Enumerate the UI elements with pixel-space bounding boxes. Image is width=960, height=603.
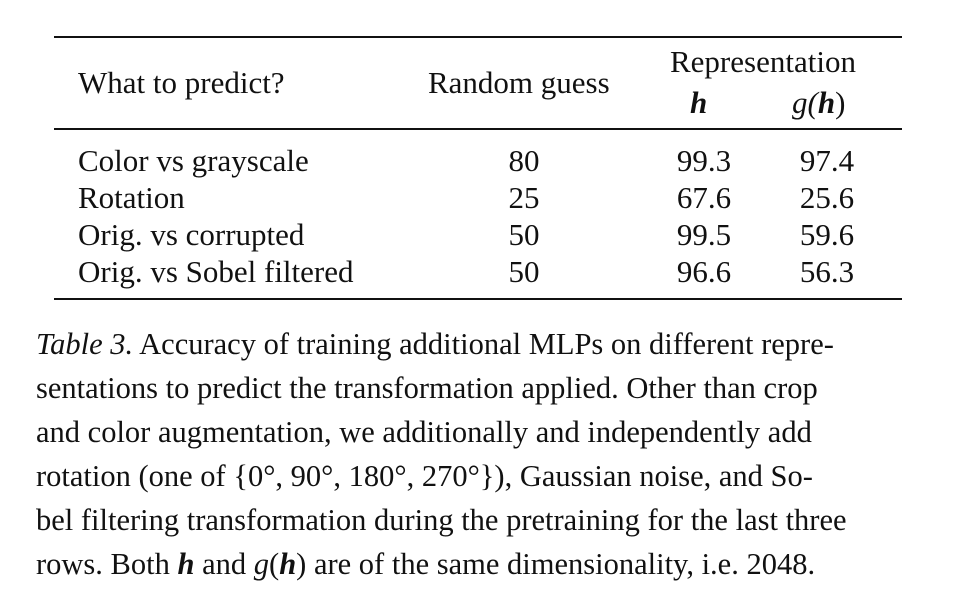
header-g-prefix: g( <box>792 85 818 120</box>
header-g-of-h: g(h) <box>792 86 845 120</box>
caption-text-6a: rows. Both <box>36 547 178 581</box>
table-row: Color vs grayscale 80 99.3 97.4 <box>54 144 902 182</box>
table-row: Rotation 25 67.6 25.6 <box>54 181 902 219</box>
table-row: Orig. vs Sobel filtered 50 96.6 56.3 <box>54 255 902 293</box>
header-g-h: h <box>817 85 836 120</box>
table-mid-rule <box>54 128 902 130</box>
caption-line-1: Table 3. Accuracy of training additional… <box>36 322 924 366</box>
caption-h2: h <box>279 547 297 581</box>
header-random-guess: Random guess <box>428 65 610 100</box>
row-gh: 25.6 <box>799 180 855 215</box>
caption-paren-close: ) <box>296 547 307 581</box>
row-random: 50 <box>508 254 540 289</box>
row-random: 80 <box>508 143 540 178</box>
table-caption: Table 3. Accuracy of training additional… <box>36 322 924 586</box>
caption-line-5: bel filtering transformation during the … <box>36 503 847 537</box>
header-h: h <box>690 85 708 120</box>
caption-line-3: and color augmentation, we additionally … <box>36 415 812 449</box>
row-gh: 56.3 <box>799 254 855 289</box>
caption-line-2: sentations to predict the transformation… <box>36 371 818 405</box>
row-name: Color vs grayscale <box>78 143 309 178</box>
row-h: 99.5 <box>676 217 732 252</box>
row-random: 25 <box>508 180 540 215</box>
row-name: Orig. vs Sobel filtered <box>78 254 354 289</box>
caption-label: Table 3. <box>36 327 134 361</box>
caption-text-1: Accuracy of training additional MLPs on … <box>133 327 834 361</box>
caption-text-6c: are of the same dimensionality, i.e. 204… <box>306 547 816 581</box>
row-gh: 97.4 <box>799 143 855 178</box>
caption-line-6: rows. Both h and g(h) are of the same di… <box>36 542 924 586</box>
row-random: 50 <box>508 217 540 252</box>
row-h: 99.3 <box>676 143 732 178</box>
header-g-suffix: ) <box>835 85 846 120</box>
caption-text-6b: and <box>194 547 254 581</box>
header-what-to-predict: What to predict? <box>78 65 285 100</box>
table-top-rule <box>54 36 902 38</box>
caption-g: g <box>253 547 270 581</box>
row-h: 96.6 <box>676 254 732 289</box>
row-name: Orig. vs corrupted <box>78 217 305 252</box>
caption-h: h <box>177 547 195 581</box>
caption-paren-open: ( <box>269 547 280 581</box>
row-gh: 59.6 <box>799 217 855 252</box>
row-name: Rotation <box>78 180 185 215</box>
table-bottom-rule <box>54 298 902 300</box>
header-representation: Representation <box>670 44 856 79</box>
caption-line-4: rotation (one of {0°, 90°, 180°, 270°}),… <box>36 459 813 493</box>
table-row: Orig. vs corrupted 50 99.5 59.6 <box>54 218 902 256</box>
row-h: 67.6 <box>676 180 732 215</box>
